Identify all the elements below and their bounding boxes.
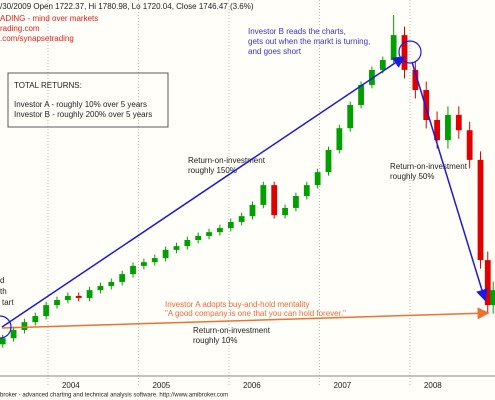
investor-b-note: and goes short — [248, 47, 302, 56]
cut-text: d — [0, 276, 4, 285]
candle-body — [455, 114, 462, 131]
roi-label: Return-on-investment — [193, 326, 271, 335]
circle-marker — [0, 315, 12, 339]
candle-body — [484, 260, 491, 306]
candle-body — [97, 286, 104, 291]
arrow-investor-b-up — [1, 56, 406, 328]
roi-label: roughly 10% — [193, 336, 237, 345]
x-tick-labels: 2004 2005 2006 2007 2008 — [62, 381, 442, 390]
candle-body — [466, 130, 473, 160]
candle-body — [54, 300, 60, 306]
roi-label: Return-on-investment — [390, 162, 468, 171]
candle-body — [238, 216, 245, 222]
candle-body — [21, 322, 28, 330]
candle-body — [325, 150, 332, 173]
candle-body — [151, 258, 158, 263]
candle-body — [412, 69, 419, 90]
footer: broker - advanced charting and technical… — [0, 393, 228, 399]
brand-line: rading.com — [0, 24, 40, 33]
candle-body — [206, 232, 212, 236]
x-tick-label: 2004 — [62, 381, 80, 390]
candle-body — [0, 338, 6, 345]
roi-label: Return-on-investment — [188, 156, 266, 165]
candle-body — [271, 185, 278, 216]
brand-line: ADING - mind over markets — [0, 14, 98, 23]
candle-body — [347, 105, 354, 129]
candle-body — [130, 265, 136, 275]
candle-body — [140, 262, 147, 266]
candle-body — [217, 228, 223, 233]
candle-body — [390, 35, 397, 60]
returns-line: Investor A - roughly 10% over 5 years — [14, 100, 147, 109]
arrow-investor-a — [1, 307, 490, 329]
candle-body — [75, 295, 82, 298]
investor-b-note: gets out when the markt is turning, — [248, 37, 370, 46]
candle-body — [108, 281, 115, 287]
candle-body — [173, 246, 180, 250]
candle-body — [260, 185, 267, 205]
x-tick-label: 2005 — [152, 381, 170, 390]
investor-a-note: "A good company is one that you can hold… — [165, 309, 346, 318]
candle-body — [445, 114, 451, 141]
candle-body — [64, 295, 71, 300]
returns-box — [7, 72, 169, 128]
candle-body — [490, 290, 495, 306]
x-tick-label: 2007 — [333, 381, 351, 390]
quote-header: /30/2009 Open 1722.37, Hi 1780.98, Lo 17… — [0, 2, 254, 11]
candle-body — [43, 305, 50, 317]
candle-body — [162, 249, 169, 259]
candle-body — [369, 69, 375, 85]
candle-body — [195, 235, 202, 240]
candle-body — [249, 204, 256, 217]
roi-label: roughly 150% — [188, 166, 237, 175]
candle-body — [434, 120, 440, 141]
candle-body — [184, 240, 191, 247]
candle-body — [358, 84, 364, 105]
candle-body — [10, 330, 17, 339]
roi-label: roughly 50% — [390, 172, 434, 181]
candle-body — [314, 172, 321, 186]
candle-body — [32, 316, 39, 323]
candle-body — [119, 274, 126, 282]
circle-marker — [398, 40, 422, 64]
cut-text: th — [0, 287, 7, 296]
candle-body — [379, 60, 386, 70]
brand-line: .com/synapsetrading — [0, 34, 74, 43]
candle-body — [86, 290, 93, 298]
candle-body — [227, 221, 234, 229]
candle-body — [401, 35, 408, 70]
x-tick-label: 2006 — [243, 381, 261, 390]
x-tick-label: 2008 — [424, 381, 442, 390]
candle-body — [423, 90, 430, 120]
candle-body — [282, 207, 288, 216]
investor-b-note: Investor B reads the charts, — [248, 27, 346, 36]
cut-text: tart — [2, 298, 14, 307]
returns-heading: TOTAL RETURNS: — [14, 81, 82, 90]
candle-body — [477, 159, 484, 261]
candles — [0, 15, 495, 348]
candle-body — [303, 185, 310, 197]
candle-body — [336, 128, 343, 150]
investor-a-note: Investor A adopts buy-and-hold mentality — [165, 300, 310, 309]
returns-line: Investor B - roughly 200% over 5 years — [14, 110, 152, 119]
candle-body — [293, 196, 299, 208]
arrow-investor-b-short — [411, 61, 488, 302]
